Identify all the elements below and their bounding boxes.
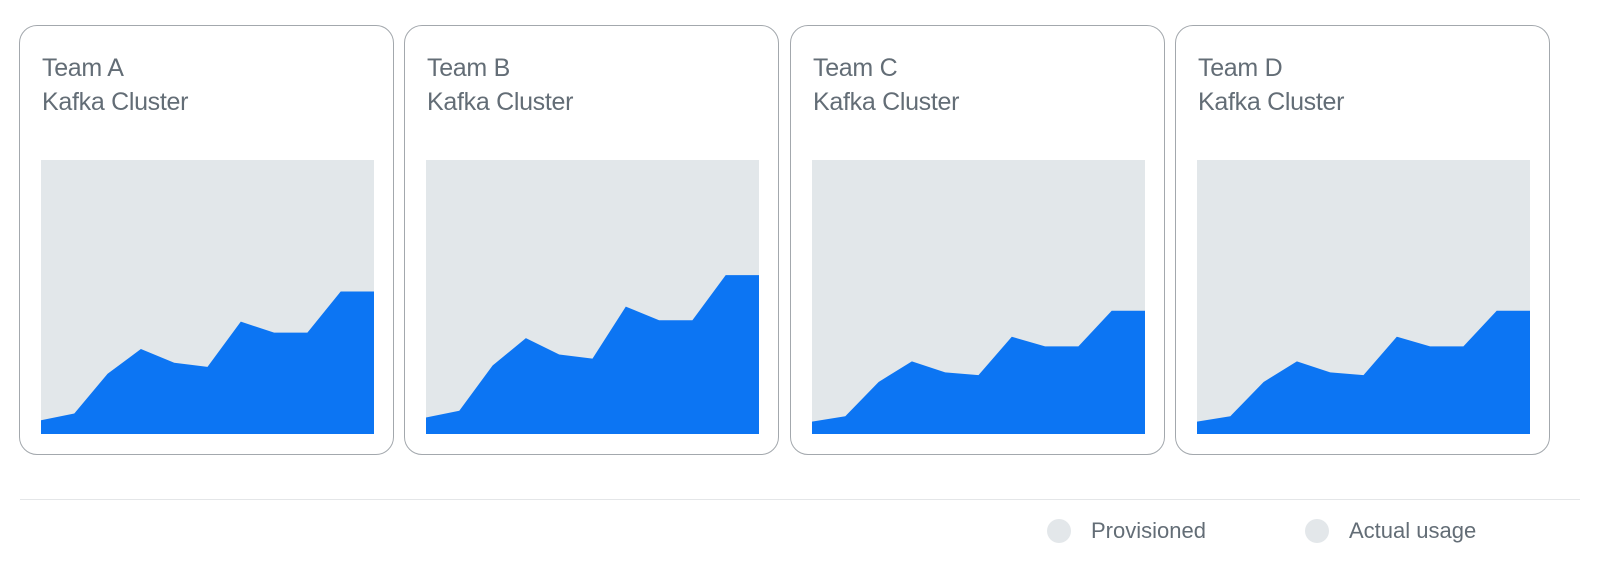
actual-usage-area [1197,310,1530,434]
team-d-card: Team D Kafka Cluster [1175,25,1550,455]
card-subtitle: Kafka Cluster [427,88,574,116]
legend-item-provisioned: Provisioned [1047,516,1206,546]
team-b-area-chart [426,160,759,434]
card-subtitle: Kafka Cluster [1198,88,1345,116]
team-c-area-chart [812,160,1145,434]
team-a-card: Team A Kafka Cluster [19,25,394,455]
legend-label-actual-usage: Actual usage [1349,518,1477,543]
card-subtitle: Kafka Cluster [42,88,189,116]
legend-divider [20,499,1580,500]
team-b-card: Team B Kafka Cluster [404,25,779,455]
actual-usage-swatch [1305,519,1329,543]
card-title: Team A [42,54,124,82]
actual-usage-area [812,310,1145,434]
team-a-area-chart [41,160,374,434]
cluster-cards: Team A Kafka Cluster Team B Kafka Cluste… [19,25,1550,455]
card-title: Team C [813,54,898,82]
card-title: Team D [1198,54,1283,82]
actual-usage-area [41,291,374,434]
provisioned-swatch [1047,519,1071,543]
legend-item-actual-usage: Actual usage [1305,516,1476,546]
legend-label-provisioned: Provisioned [1091,518,1206,543]
card-subtitle: Kafka Cluster [813,88,960,116]
team-d-area-chart [1197,160,1530,434]
card-title: Team B [427,54,510,82]
actual-usage-area [426,275,759,434]
team-c-card: Team C Kafka Cluster [790,25,1165,455]
